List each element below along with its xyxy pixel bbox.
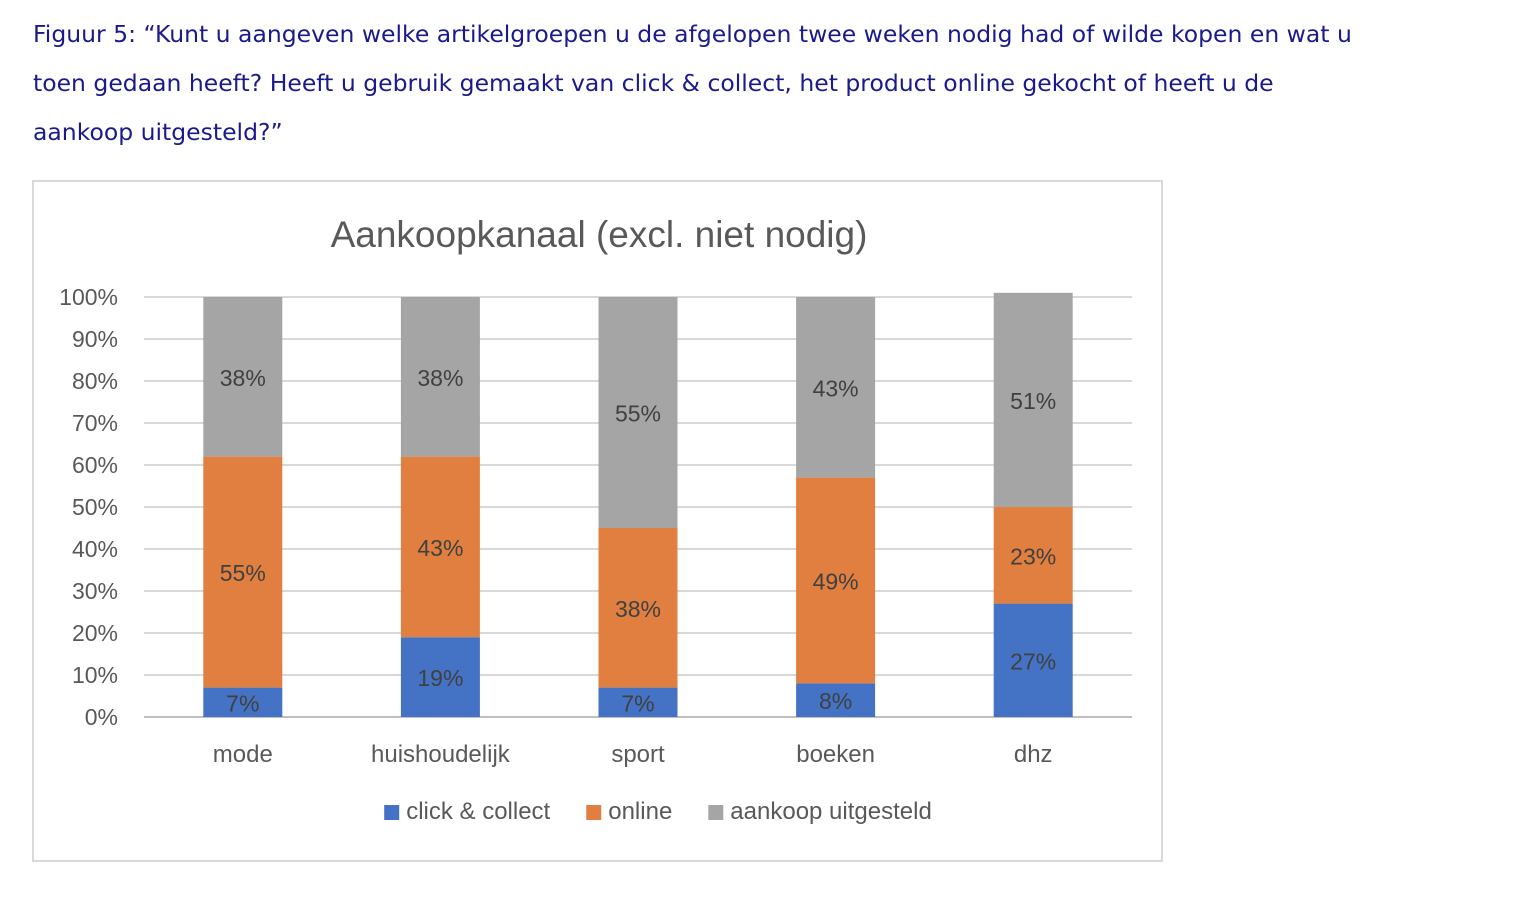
bar-segment	[796, 297, 876, 478]
y-tick-label: 20%	[72, 620, 118, 646]
bars: 7% 55% 38% 19% 43% 38% 7% 38% 55% 8% 49% 43% 27% 23% 5…	[203, 292, 1073, 717]
y-axis-ticks: 0% 10% 20% 30% 40% 50% 60% 70% 80% 90% 100%	[59, 284, 118, 730]
legend-swatch	[384, 805, 400, 820]
bar-segment	[598, 528, 678, 688]
bar-segment	[598, 297, 678, 528]
chart-frame: Aankoopkanaal (excl. niet nodig) 0% 10% 20…	[32, 180, 1163, 862]
data-label: 27%	[1010, 648, 1056, 674]
bar-segment	[400, 297, 480, 457]
y-tick-label: 90%	[72, 326, 118, 352]
data-label: 38%	[615, 596, 661, 622]
legend-swatch	[586, 805, 602, 820]
bar-segment	[993, 507, 1073, 604]
y-tick-label: 30%	[72, 578, 118, 604]
y-tick-label: 60%	[72, 452, 118, 478]
data-label: 51%	[1010, 388, 1056, 414]
x-tick-label: sport	[611, 741, 665, 768]
y-tick-label: 50%	[72, 494, 118, 520]
caption-line-2: toen gedaan heeft? Heeft u gebruik gemaa…	[33, 69, 1274, 97]
bar-segment	[993, 603, 1073, 717]
data-label: 43%	[417, 535, 463, 561]
data-label: 7%	[621, 690, 654, 716]
y-tick-label: 10%	[72, 662, 118, 688]
bar-segment	[598, 687, 678, 717]
data-label: 49%	[813, 569, 859, 595]
caption-line-1: Figuur 5: “Kunt u aangeven welke artikel…	[33, 20, 1352, 48]
bar-segment	[203, 687, 283, 717]
data-label: 19%	[417, 665, 463, 691]
figure-caption: Figuur 5: “Kunt u aangeven welke artikel…	[33, 10, 1503, 157]
data-label: 55%	[615, 401, 661, 427]
legend-item: click & collect	[384, 798, 551, 825]
legend-swatch	[708, 805, 724, 820]
y-tick-label: 40%	[72, 536, 118, 562]
legend-label: online	[608, 798, 672, 825]
caption-line-3: aankoop uitgesteld?”	[33, 118, 283, 146]
data-label: 7%	[226, 690, 259, 716]
bar-segment	[796, 683, 876, 717]
legend: click & collect online aankoop uitgesteld	[384, 798, 932, 825]
x-tick-label: huishoudelijk	[371, 741, 511, 768]
bar-segment	[203, 456, 283, 688]
legend-label: aankoop uitgesteld	[730, 798, 932, 825]
legend-label: click & collect	[406, 798, 550, 825]
y-tick-label: 100%	[59, 284, 118, 310]
bar-segment	[796, 477, 876, 684]
legend-item: aankoop uitgesteld	[708, 798, 932, 825]
y-tick-label: 0%	[85, 704, 118, 730]
legend-item: online	[586, 798, 672, 825]
data-label: 55%	[220, 560, 266, 586]
x-tick-label: dhz	[1014, 741, 1053, 768]
y-tick-label: 80%	[72, 368, 118, 394]
data-label: 38%	[417, 365, 463, 391]
x-tick-label: boeken	[796, 741, 875, 768]
data-label: 8%	[819, 688, 852, 714]
bar-segment	[993, 292, 1073, 507]
stacked-bar-chart: Aankoopkanaal (excl. niet nodig) 0% 10% 20…	[59, 214, 1132, 825]
data-label: 43%	[813, 375, 859, 401]
x-axis-ticks: mode huishoudelijk sport boeken dhz	[213, 741, 1053, 768]
bar-segment	[400, 456, 480, 638]
y-tick-label: 70%	[72, 410, 118, 436]
bar-segment	[400, 637, 480, 717]
x-tick-label: mode	[213, 741, 273, 768]
chart-title: Aankoopkanaal (excl. niet nodig)	[331, 214, 868, 255]
bar-segment	[203, 297, 283, 457]
data-label: 23%	[1010, 543, 1056, 569]
data-label: 38%	[220, 365, 266, 391]
